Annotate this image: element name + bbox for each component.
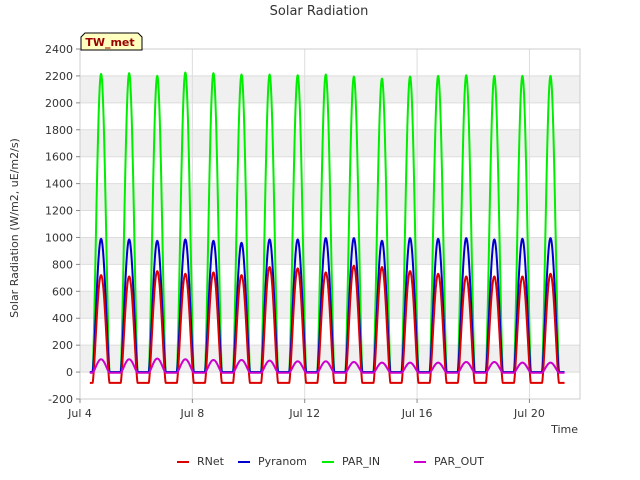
plot-frame (79, 48, 581, 400)
site-label: TW_met (85, 36, 134, 49)
y-tick-label: 600 (52, 285, 73, 298)
band (80, 345, 580, 373)
series-line-rnet (89, 264, 566, 384)
y-tick-label: 1000 (45, 231, 73, 244)
y-axis: -200 0 200 400 600 800 1000 1200 1400 1600 1800 200… (45, 43, 80, 406)
x-tick-label: Jul 20 (513, 407, 545, 420)
legend-label: Pyranom (258, 455, 307, 468)
y-tick-label: 200 (52, 339, 73, 352)
y-tick-label: 1200 (45, 205, 73, 218)
series-line-par-out (89, 357, 566, 374)
y-tick-label: 0 (66, 366, 73, 379)
band (80, 49, 580, 76)
legend-label: RNet (197, 455, 225, 468)
y-tick-label: 1600 (45, 151, 73, 164)
legend: RNet Pyranom PAR_IN PAR_OUT (177, 455, 484, 468)
legend-label: PAR_OUT (434, 455, 484, 468)
site-label-tag: TW_met (80, 32, 143, 51)
y-axis-label: Solar Radiation (W/m2, uE/m2/s) (8, 138, 21, 318)
y-tick-label: 400 (52, 312, 73, 325)
y-tick-label: 2000 (45, 97, 73, 110)
chart-title: Solar Radiation (270, 4, 369, 19)
legend-label: PAR_IN (342, 455, 380, 468)
y-tick-label: -200 (48, 393, 73, 406)
y-tick-label: 1800 (45, 124, 73, 137)
y-tick-label: 1400 (45, 178, 73, 191)
x-tick-label: Jul 12 (288, 407, 320, 420)
x-axis-label: Time (550, 423, 578, 436)
x-tick-label: Jul 8 (179, 407, 204, 420)
x-tick-label: Jul 4 (67, 407, 92, 420)
series-layer (89, 71, 566, 384)
band (80, 372, 580, 399)
y-tick-label: 800 (52, 258, 73, 271)
y-tick-label: 2200 (45, 70, 73, 83)
x-axis: Jul 4 Jul 8 Jul 12 Jul 16 Jul 20 (67, 399, 545, 420)
y-tick-label: 2400 (45, 43, 73, 56)
x-tick-label: Jul 16 (401, 407, 433, 420)
